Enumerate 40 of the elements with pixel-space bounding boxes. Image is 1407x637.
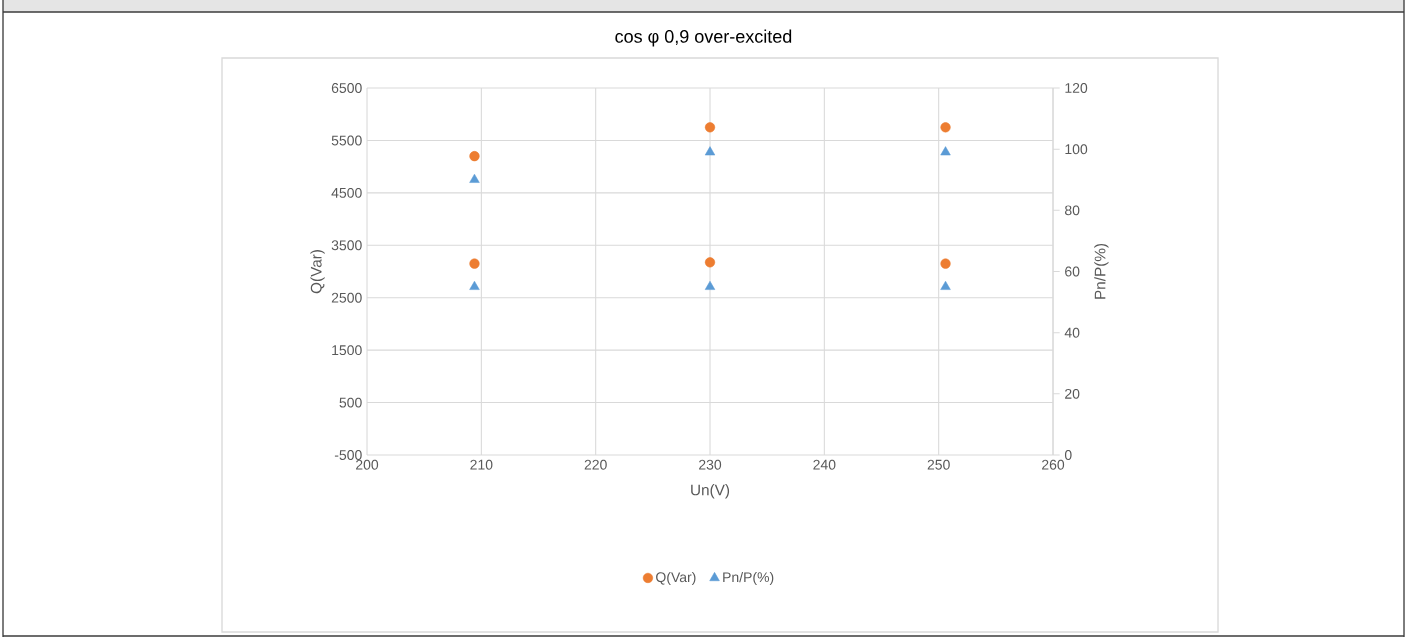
y2-tick-label: 120 [1065,83,1088,93]
y-tick-label: 2500 [331,292,362,303]
point [940,258,951,269]
x-tick-label: 210 [470,459,493,470]
point [940,146,951,156]
point [469,173,480,183]
x-tick-label: 200 [356,459,379,470]
x-tick-label: 240 [813,459,836,470]
point [940,122,951,133]
x-axis-title: Un(V) [691,484,730,499]
y-axis-title: Q(Var) [310,250,325,294]
y-tick-label: 500 [339,397,362,408]
point [469,280,480,290]
y2-tick-label: 80 [1064,205,1080,216]
y-tick-label: 3500 [331,240,362,251]
x-tick-label: 230 [699,459,722,470]
y2-axis-title: Pn/P(%) [1094,243,1109,299]
y2-tick-label: 60 [1065,266,1080,277]
point [704,146,716,156]
point [469,151,480,162]
y-tick-label: 6500 [331,83,362,93]
y-tick-label: 5500 [331,135,362,146]
legend-label: Pn/P(%) [723,571,774,585]
x-tick-label: 220 [584,459,607,470]
x-tick-label: 250 [927,459,950,470]
y2-tick-label: 20 [1065,388,1080,399]
x-tick-label: 260 [1042,459,1065,470]
y-tick-label: 4500 [331,187,362,198]
y2-tick-label: 40 [1064,327,1080,338]
point [704,280,716,290]
legend-label: Q(Var) [656,571,696,585]
point [704,257,716,268]
point [940,280,951,290]
point [469,258,480,269]
y-tick-label: -500 [334,450,362,460]
y2-tick-label: 100 [1065,144,1088,155]
point [704,122,716,133]
y2-tick-label: 0 [1064,450,1072,460]
y-tick-label: 1500 [332,345,362,356]
chart-title: cos φ 0,9 over-excited [615,29,792,47]
